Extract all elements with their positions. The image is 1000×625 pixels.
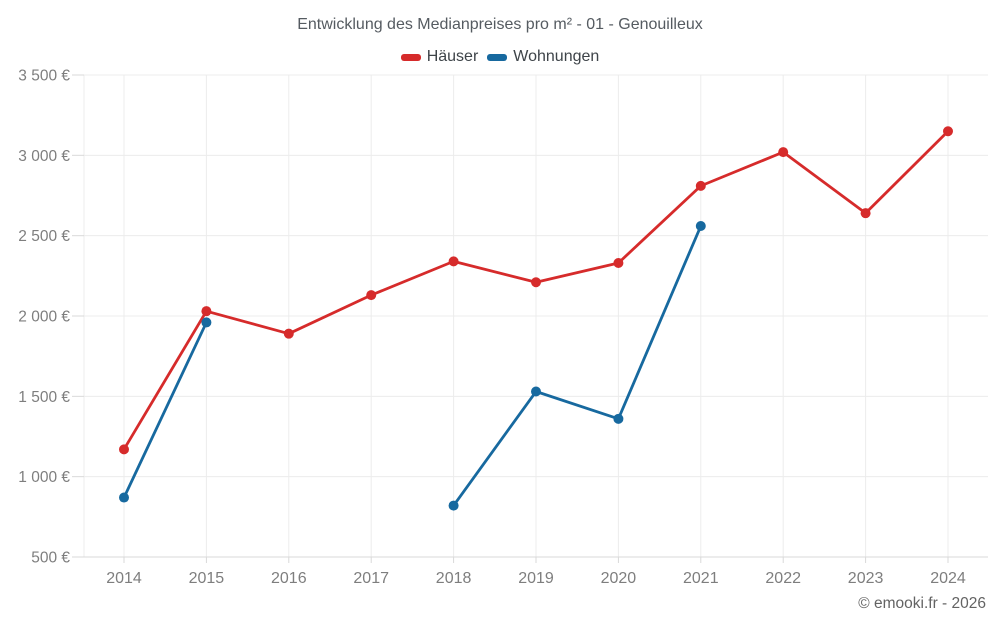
- point-haeuser-2014[interactable]: [119, 444, 129, 455]
- legend-label-haeuser: Häuser: [426, 48, 479, 65]
- point-haeuser-2017[interactable]: [366, 290, 377, 301]
- point-wohnungen-2019[interactable]: [531, 386, 541, 397]
- point-haeuser-2018[interactable]: [448, 256, 459, 267]
- x-tick-label-2022: 2022: [765, 570, 801, 587]
- legend-item-wohnungen[interactable]: Wohnungen: [487, 48, 599, 66]
- y-tick-label-500: 500 €: [31, 549, 70, 566]
- legend-swatch-wohnungen: [487, 53, 508, 61]
- y-tick-label-2500: 2 500 €: [18, 228, 70, 245]
- point-haeuser-2024[interactable]: [943, 126, 953, 137]
- point-haeuser-2016[interactable]: [283, 328, 294, 339]
- series-haeuser: [119, 126, 953, 455]
- point-wohnungen-2020[interactable]: [613, 413, 624, 424]
- x-tick-label-2023: 2023: [848, 570, 884, 587]
- point-haeuser-2019[interactable]: [531, 277, 541, 288]
- point-wohnungen-2018[interactable]: [448, 500, 459, 511]
- point-wohnungen-2021[interactable]: [695, 221, 706, 232]
- x-tick-label-2021: 2021: [683, 570, 719, 587]
- copyright-note: © emooki.fr - 2026: [858, 595, 986, 612]
- line-wohnungen: [452, 224, 703, 507]
- x-tick-label-2024: 2024: [930, 570, 966, 587]
- point-haeuser-2023[interactable]: [860, 208, 871, 219]
- legend-item-haeuser[interactable]: Häuser: [400, 48, 479, 66]
- legend: Häuser Wohnungen: [0, 48, 1000, 66]
- y-tick-label-1500: 1 500 €: [18, 389, 70, 406]
- y-tick-label-1000: 1 000 €: [18, 469, 70, 486]
- point-haeuser-2020[interactable]: [613, 257, 624, 268]
- x-tick-label-2020: 2020: [601, 570, 637, 587]
- x-tick-label-2015: 2015: [189, 570, 225, 587]
- chart-title: Entwicklung des Medianpreises pro m² - 0…: [297, 16, 703, 33]
- point-haeuser-2021[interactable]: [695, 180, 706, 191]
- y-tick-label-3500: 3 500 €: [18, 67, 70, 84]
- grid-lines: [83, 74, 988, 558]
- line-wohnungen: [122, 321, 208, 499]
- x-tick-label-2019: 2019: [518, 570, 554, 587]
- series-wohnungen: [119, 221, 706, 511]
- point-haeuser-2015[interactable]: [201, 306, 212, 317]
- point-haeuser-2022[interactable]: [778, 147, 789, 158]
- x-tick-label-2017: 2017: [353, 570, 389, 587]
- x-tick-label-2014: 2014: [106, 570, 142, 587]
- legend-swatch-haeuser: [400, 53, 421, 61]
- point-wohnungen-2015[interactable]: [201, 317, 212, 328]
- y-tick-label-3000: 3 000 €: [18, 148, 70, 165]
- axes: 2014 2015 2016 2017 2018 2019 2020 2021 2022 2023…: [18, 67, 988, 587]
- y-tick-label-2000: 2 000 €: [18, 308, 70, 325]
- point-wohnungen-2014[interactable]: [119, 492, 129, 503]
- legend-label-wohnungen: Wohnungen: [513, 48, 600, 65]
- x-tick-label-2018: 2018: [436, 570, 472, 587]
- x-tick-label-2016: 2016: [271, 570, 307, 587]
